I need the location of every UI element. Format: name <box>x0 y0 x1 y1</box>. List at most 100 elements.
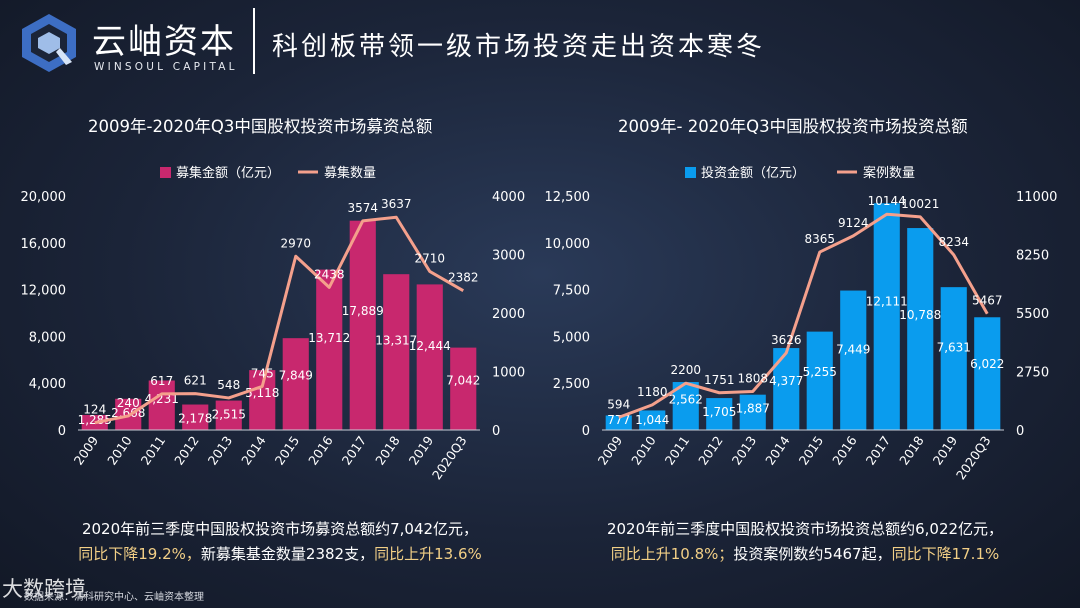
left-axis-tick: 5,000 <box>553 330 590 345</box>
right-axis-tick: 8250 <box>1016 249 1049 264</box>
summary-highlight: 同比下降17.1% <box>891 545 1000 563</box>
bar-2016 <box>840 290 867 430</box>
line-value-label: 617 <box>150 374 173 388</box>
line-value-label: 1808 <box>737 372 768 386</box>
bar-value-label: 7,631 <box>937 340 971 354</box>
summary-highlight: 同比下降19.2%， <box>78 545 201 563</box>
legend-label-line: 募集数量 <box>324 165 376 181</box>
right-axis-tick: 3000 <box>492 249 525 264</box>
right-axis-tick: 11000 <box>1016 190 1057 205</box>
line-value-label: 2970 <box>280 236 311 250</box>
footer-source-note: 数据来源：清科研究中心、云岫资本整理 <box>24 592 204 603</box>
legend-label-bar: 投资金额（亿元） <box>701 165 805 181</box>
bar-value-label: 1,044 <box>635 413 669 427</box>
page-title: 科创板带领一级市场投资走出资本寒冬 <box>272 32 766 62</box>
left-axis-tick: 8,000 <box>29 330 66 345</box>
bar-value-label: 12,111 <box>866 294 908 308</box>
x-tick-2014: 2014 <box>762 433 793 468</box>
bar-value-label: 2,178 <box>178 412 212 426</box>
bar-2014 <box>249 370 276 430</box>
fundraising-chart: 募集金额（亿元） 募集数量 0 4,000 8,000 12,000 16,000 20,00… <box>21 165 526 482</box>
line-value-label: 2710 <box>414 251 445 265</box>
bar-value-label: 5,118 <box>245 386 279 400</box>
right-axis-tick: 0 <box>492 424 500 439</box>
summary-line: 同比上升10.8%；投资案例数约5467起，同比下降17.1% <box>545 542 1065 567</box>
bar-2011 <box>148 380 175 430</box>
bar-2013 <box>215 400 242 430</box>
summary-text: 投资案例数约5467起， <box>733 545 892 563</box>
x-tick-2015: 2015 <box>796 433 827 468</box>
bar-2019 <box>940 287 967 430</box>
left-axis-tick: 0 <box>58 424 66 439</box>
left-axis-tick: 10,000 <box>545 237 591 252</box>
fundraising-chart-title: 2009年-2020年Q3中国股权投资市场募资总额 <box>88 117 433 136</box>
x-tick-2011: 2011 <box>138 433 169 468</box>
left-axis-tick: 12,500 <box>545 190 591 205</box>
bar-2013 <box>739 394 766 430</box>
x-tick-2019: 2019 <box>930 433 961 468</box>
bar-value-label: 13,317 <box>375 333 417 347</box>
summary-text: 2020年前三季度中国股权投资市场募资总额约7,042亿元， <box>81 520 479 538</box>
bar-2012 <box>706 398 733 430</box>
x-tick-2013: 2013 <box>205 433 236 468</box>
left-axis-tick: 4,000 <box>29 377 66 392</box>
right-axis-tick: 5500 <box>1016 307 1049 322</box>
bar-value-label: 17,889 <box>342 304 384 318</box>
line-series <box>94 215 464 425</box>
summary-text: 新募集基金数量2382支， <box>200 545 375 563</box>
bar-2010 <box>639 410 666 430</box>
line-value-label: 8234 <box>938 235 969 249</box>
summary-text: 2020年前三季度中国股权投资市场投资总额约6,022亿元， <box>606 520 1004 538</box>
line-value-label: 1751 <box>704 373 735 387</box>
x-tick-2020Q3: 2020Q3 <box>429 433 470 482</box>
line-value-label: 10144 <box>868 194 906 208</box>
bar-2020Q3 <box>450 347 477 430</box>
bar-2015 <box>806 331 833 430</box>
x-tick-2017: 2017 <box>339 433 370 468</box>
line-value-label: 5467 <box>972 294 1003 308</box>
left-axis-tick: 20,000 <box>21 190 67 205</box>
bar-value-label: 5,255 <box>803 365 837 379</box>
bar-value-label: 7,849 <box>279 368 313 382</box>
x-tick-2010: 2010 <box>104 433 135 468</box>
bar-2017 <box>873 203 900 430</box>
left-axis-tick: 7,500 <box>553 284 590 299</box>
bar-2012 <box>182 404 209 430</box>
bar-value-label: 13,712 <box>308 331 350 345</box>
x-tick-2012: 2012 <box>695 433 726 468</box>
line-value-label: 548 <box>217 378 240 392</box>
bar-2017 <box>349 220 376 430</box>
x-tick-2017: 2017 <box>863 433 894 468</box>
legend-label-line: 案例数量 <box>863 166 915 181</box>
bar-value-label: 6,022 <box>970 357 1004 371</box>
bar-2020Q3 <box>974 317 1001 430</box>
left-axis-tick: 16,000 <box>21 237 67 252</box>
legend-swatch-bar <box>160 167 171 178</box>
bar-2018 <box>907 228 934 430</box>
x-tick-2016: 2016 <box>829 433 860 468</box>
right-axis-tick: 2750 <box>1016 366 1049 381</box>
investment-chart: 投资金额（亿元） 案例数量 0 2,500 5,000 7,500 10,000 12,500… <box>545 165 1058 482</box>
bar-value-label: 7,042 <box>446 374 480 388</box>
bar-2015 <box>282 338 309 430</box>
right-axis-tick: 0 <box>1016 424 1024 439</box>
x-tick-2011: 2011 <box>662 433 693 468</box>
x-tick-2010: 2010 <box>628 433 659 468</box>
legend-label-bar: 募集金额（亿元） <box>176 165 280 181</box>
bar-value-label: 1,285 <box>78 413 112 427</box>
x-tick-2009: 2009 <box>71 433 102 468</box>
left-axis-tick: 2,500 <box>553 377 590 392</box>
right-axis-tick: 2000 <box>492 307 525 322</box>
bar-value-label: 2,515 <box>212 408 246 422</box>
line-value-label: 594 <box>607 397 630 411</box>
investment-summary: 2020年前三季度中国股权投资市场投资总额约6,022亿元， 同比上升10.8%；… <box>545 517 1065 567</box>
line-series <box>618 212 989 419</box>
bar-value-label: 7,449 <box>836 342 870 356</box>
x-tick-2012: 2012 <box>171 433 202 468</box>
x-tick-2016: 2016 <box>305 433 336 468</box>
header-divider <box>253 8 255 74</box>
line-value-label: 1180 <box>637 385 668 399</box>
bar-value-label: 1,887 <box>736 402 770 416</box>
line-value-label: 3626 <box>771 333 802 347</box>
legend-swatch-bar <box>685 167 696 178</box>
